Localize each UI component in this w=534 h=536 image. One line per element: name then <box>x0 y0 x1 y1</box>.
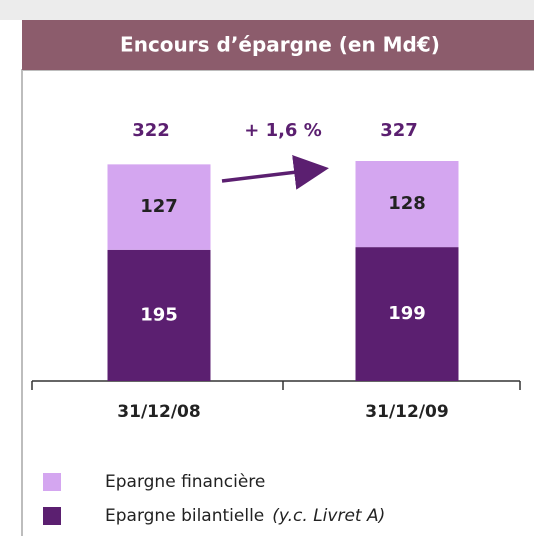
legend-swatch <box>43 473 61 491</box>
top-band <box>0 0 534 20</box>
total-label: 322 <box>132 120 170 141</box>
bar-segment <box>355 247 459 381</box>
legend-note: (y.c. Livret A) <box>272 506 385 526</box>
x-tick-label: 31/12/08 <box>117 402 200 422</box>
header <box>22 20 534 70</box>
legend-swatch <box>43 507 61 525</box>
data-label: 127 <box>140 196 178 217</box>
legend-label: Epargne financière <box>105 472 265 492</box>
legend-label: Epargne bilantielle <box>105 506 264 526</box>
total-label: 327 <box>380 120 418 141</box>
x-tick-label: 31/12/09 <box>365 402 448 422</box>
growth-arrow <box>221 154 329 190</box>
data-label: 128 <box>388 193 426 214</box>
bar-segment <box>355 161 459 248</box>
bar-segment <box>107 249 211 381</box>
data-label: 199 <box>388 303 426 324</box>
annotation: + 1,6 % <box>244 120 322 141</box>
bar-segment <box>107 164 211 250</box>
chart-title: Encours d’épargne (en Md€) <box>120 33 440 57</box>
data-label: 195 <box>140 304 178 325</box>
